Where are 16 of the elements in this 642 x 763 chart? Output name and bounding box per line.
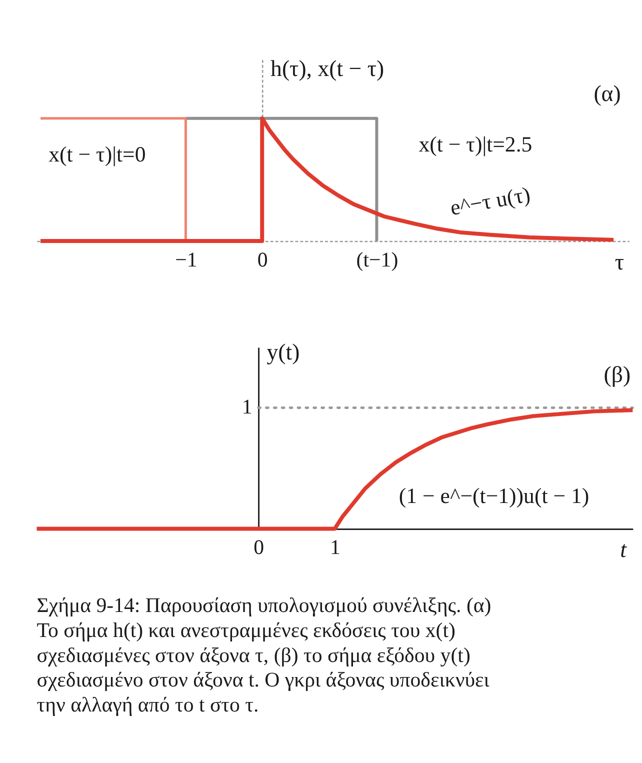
text: (α) — [594, 81, 621, 106]
x-axis-title: τ — [614, 249, 624, 274]
x-tick-label: 0 — [254, 535, 264, 560]
y-axis-title: h(τ), x(t − τ) — [270, 56, 384, 81]
series-label: (1 − e^−(t−1))u(t − 1) — [398, 484, 590, 508]
y-axis-title: y(t) — [266, 340, 300, 365]
text: (β) — [604, 362, 631, 387]
ref-line-label: 1 — [242, 394, 252, 419]
x-axis-title: t — [620, 537, 628, 562]
x-tick-label: (t−1) — [356, 247, 398, 272]
series-label: x(t − τ)|t=2.5 — [418, 132, 532, 157]
x-tick-label: 0 — [257, 247, 268, 272]
text: e^−τ u(τ) — [448, 182, 532, 220]
x-tick-label: −1 — [175, 247, 198, 272]
series-label: x(t − τ)|t=0 — [48, 142, 146, 167]
text: Σχήμα 9-14: Παρουσίαση υπολογισμού συνέλιξης. (α) Το σήμα h(t) και ανεστραμμένες εκδόσεις του x(t) σχεδιασμένες στον άξονα τ, (β) το σήμα εξόδου y(t) σχεδιασμένο στον άξονα t. Ο γκρι άξονας υποδεικνύει την αλλαγή από το t στο τ. — [36, 593, 492, 716]
